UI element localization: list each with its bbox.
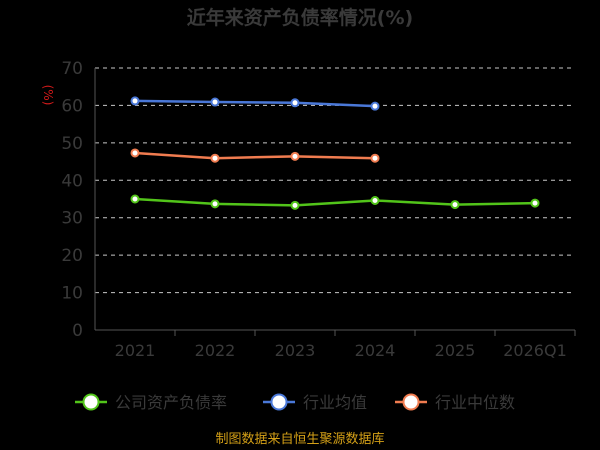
y-unit-label: (%) xyxy=(41,85,55,106)
legend-marker-2 xyxy=(402,393,420,411)
series-0-point-0 xyxy=(130,194,140,204)
series-0-point-2 xyxy=(290,200,300,210)
y-tick-20: 20 xyxy=(61,246,83,266)
legend-marker-1 xyxy=(270,393,288,411)
x-tick-2025: 2025 xyxy=(435,341,476,360)
y-tick-10: 10 xyxy=(61,284,83,304)
y-tick-60: 60 xyxy=(61,96,83,116)
y-tick-30: 30 xyxy=(61,209,83,229)
legend-label-1: 行业均值 xyxy=(303,393,367,412)
series-0-point-3 xyxy=(370,195,380,205)
series-2-point-3 xyxy=(370,153,380,163)
series-0-point-1 xyxy=(210,199,220,209)
x-tick-2022: 2022 xyxy=(195,341,236,360)
x-tick-2024: 2024 xyxy=(355,341,396,360)
series-1-point-2 xyxy=(290,98,300,108)
chart-title: 近年来资产负债率情况(%) xyxy=(187,6,413,29)
x-tick-2023: 2023 xyxy=(275,341,316,360)
y-tick-40: 40 xyxy=(61,171,83,191)
y-tick-0: 0 xyxy=(72,321,83,341)
series-2-point-0 xyxy=(130,148,140,158)
series-lines xyxy=(130,96,540,210)
series-0-point-5 xyxy=(530,198,540,208)
y-tick-70: 70 xyxy=(61,59,83,79)
series-2-point-2 xyxy=(290,151,300,161)
x-tick-2026Q1: 2026Q1 xyxy=(503,341,567,360)
series-2-point-1 xyxy=(210,153,220,163)
series-line-1 xyxy=(134,99,376,108)
series-1-point-1 xyxy=(210,97,220,107)
series-1-point-0 xyxy=(130,96,140,106)
legend-label-0: 公司资产负债率 xyxy=(115,393,227,412)
axes xyxy=(94,68,576,336)
x-tick-labels: 2021 2022 2023 2024 2025 2026Q1 xyxy=(115,341,567,360)
legend-marker-0 xyxy=(82,393,100,411)
x-tick-2021: 2021 xyxy=(115,341,156,360)
legend-label-2: 行业中位数 xyxy=(435,393,515,412)
y-tick-50: 50 xyxy=(61,134,83,154)
series-line-0 xyxy=(134,197,536,207)
source-note: 制图数据来自恒生聚源数据库 xyxy=(215,431,384,447)
y-tick-labels: 0 10 20 30 40 50 60 70 xyxy=(61,59,83,341)
series-1-point-3 xyxy=(370,101,380,111)
series-line-2 xyxy=(134,151,376,160)
series-0-point-4 xyxy=(450,200,460,210)
legend: 公司资产负债率 行业均值 行业中位数 xyxy=(75,393,515,412)
